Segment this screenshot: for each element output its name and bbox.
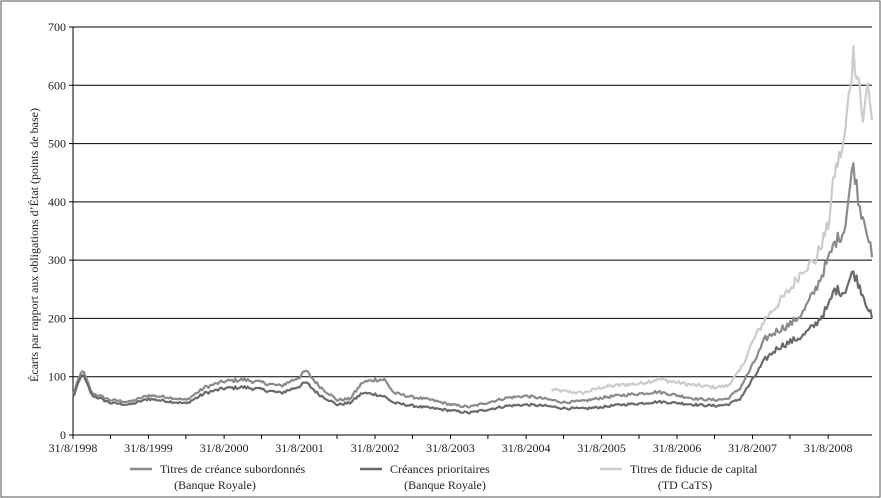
legend-label: Titres de créance subordonnés bbox=[160, 462, 306, 476]
series bbox=[72, 44, 874, 415]
series-line-1 bbox=[72, 270, 874, 415]
x-tick-label: 31/8/2004 bbox=[502, 441, 551, 455]
x-tick-label: 31/8/2005 bbox=[577, 441, 626, 455]
legend-label: Créances prioritaires bbox=[390, 462, 490, 476]
y-tick-label: 200 bbox=[48, 311, 66, 325]
x-tick-label: 31/8/2001 bbox=[275, 441, 324, 455]
x-tick-label: 31/8/2006 bbox=[653, 441, 702, 455]
y-tick-label: 500 bbox=[48, 137, 66, 151]
series-line-0 bbox=[72, 162, 874, 409]
y-tick-label: 700 bbox=[48, 20, 66, 34]
legend-sublabel: (Banque Royale) bbox=[174, 478, 256, 492]
y-tick-label: 600 bbox=[48, 78, 66, 92]
legend: Titres de créance subordonnés (Banque Roy… bbox=[130, 462, 758, 492]
y-tick-label: 100 bbox=[48, 370, 66, 384]
x-tick-label: 31/8/2000 bbox=[200, 441, 249, 455]
x-tick-label: 31/8/2002 bbox=[351, 441, 400, 455]
x-tick-label: 31/8/1999 bbox=[124, 441, 173, 455]
axes: 0 100 200 300 400 500 600 700 31/8/1998 31/8/1999… bbox=[48, 20, 872, 455]
legend-label: Titres de fiducie de capital bbox=[630, 462, 758, 476]
series-line-2 bbox=[550, 44, 874, 396]
x-tick-label: 31/8/2008 bbox=[804, 441, 853, 455]
x-tick-label: 31/8/2003 bbox=[426, 441, 475, 455]
y-axis-title: Écarts par rapport aux obligations d’Éta… bbox=[27, 108, 41, 382]
legend-sublabel: (Banque Royale) bbox=[404, 478, 486, 492]
x-tick-label: 31/8/2007 bbox=[728, 441, 777, 455]
gridlines bbox=[73, 26, 872, 378]
legend-sublabel: (TD CaTS) bbox=[658, 478, 712, 492]
x-tick-label: 31/8/1998 bbox=[49, 441, 98, 455]
y-tick-label: 400 bbox=[48, 195, 66, 209]
y-tick-label: 300 bbox=[48, 253, 66, 267]
y-tick-label: 0 bbox=[60, 428, 66, 442]
